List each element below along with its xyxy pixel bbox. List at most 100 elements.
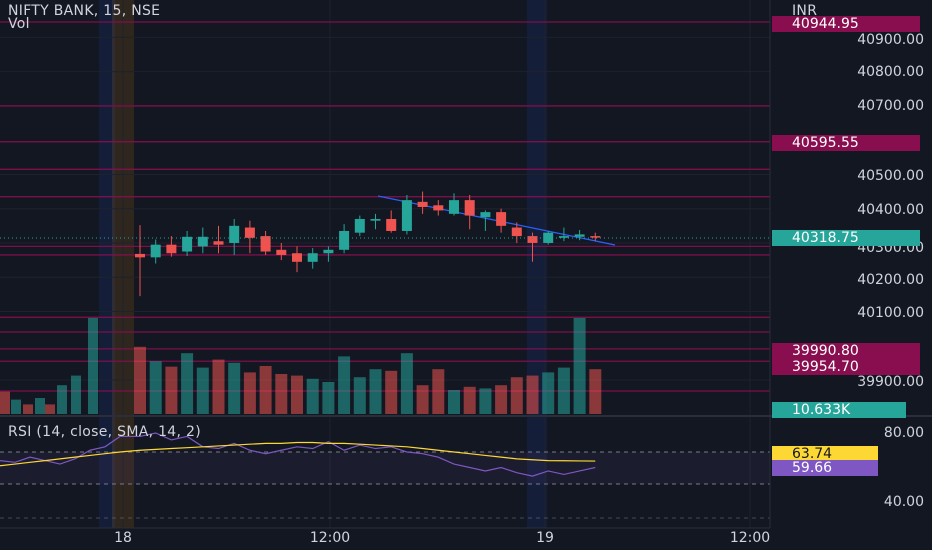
candle-body — [401, 200, 412, 231]
rsi-sma-tag: 63.74 — [772, 446, 878, 462]
candle-body — [354, 218, 365, 233]
rsi-band — [0, 452, 770, 484]
candle-body — [150, 244, 161, 258]
volume-bar — [448, 390, 460, 414]
candle-body — [480, 212, 491, 218]
candle-body — [574, 234, 585, 237]
volume-bar — [510, 377, 523, 414]
candle-body — [449, 200, 459, 214]
volume-bar — [259, 366, 272, 414]
volume-bar — [495, 385, 508, 414]
candle-body — [590, 236, 601, 238]
volume-bar — [291, 375, 303, 414]
volume-bar — [228, 362, 241, 414]
price-axis-label: 40100.00 — [857, 305, 924, 321]
volume-bar — [400, 353, 413, 414]
volume-bar — [11, 399, 21, 414]
volume-bar — [181, 353, 194, 414]
candle-body — [229, 225, 240, 243]
volume-bar — [275, 374, 288, 414]
price-axis-label: 40500.00 — [857, 168, 924, 184]
volume-bar — [243, 372, 256, 414]
candle-body — [433, 205, 444, 211]
volume-bar — [212, 359, 225, 414]
volume-bar — [432, 369, 445, 414]
candle-body — [386, 218, 397, 231]
rsi-axis-label: 80.00 — [883, 425, 924, 441]
level-price-tag: 39990.80 — [772, 343, 920, 359]
price-axis-label: 40700.00 — [857, 98, 924, 114]
volume-bar — [71, 375, 81, 414]
volume-bar — [0, 391, 10, 414]
volume-bar — [369, 369, 382, 414]
volume-bar — [416, 385, 429, 414]
candle-body — [558, 236, 569, 238]
price-axis-label: 40200.00 — [857, 272, 924, 288]
candle-body — [511, 227, 522, 237]
candle-body — [307, 253, 318, 262]
volume-tag: 10.633K — [772, 402, 906, 418]
rsi-axis-label: 40.00 — [883, 494, 924, 510]
volume-bar — [306, 378, 319, 414]
time-axis-label: 12:00 — [729, 530, 771, 546]
candle-body — [417, 201, 428, 207]
volume-bar — [526, 375, 539, 414]
time-axis-label: 12:00 — [309, 530, 351, 546]
volume-bar — [557, 367, 570, 414]
volume-bar — [353, 377, 366, 414]
time-axis-label: 19 — [536, 530, 554, 546]
volume-bar — [542, 372, 555, 414]
symbol-legend[interactable]: NIFTY BANK, 15, NSE — [8, 3, 161, 19]
volume-bar — [322, 382, 335, 414]
candle-body — [464, 200, 475, 216]
grid-lines — [0, 0, 770, 528]
volume-bar — [196, 367, 209, 414]
currency-label: INR — [792, 3, 818, 19]
price-axis-label: 40800.00 — [857, 64, 924, 80]
volume-bar — [57, 385, 67, 414]
volume-bar — [338, 356, 351, 414]
volume-bar — [45, 404, 55, 414]
candle-body — [527, 236, 538, 243]
volume-bars — [0, 318, 602, 414]
volume-bar — [165, 366, 178, 414]
rsi-line — [0, 432, 596, 477]
price-axis-label: 40400.00 — [857, 202, 924, 218]
price-axis-label: 39900.00 — [857, 374, 924, 390]
candle-body — [276, 249, 287, 255]
candle-body — [182, 236, 193, 252]
candle-body — [496, 212, 507, 226]
candle-body — [260, 236, 271, 252]
volume-bar — [589, 369, 602, 414]
candle-body — [292, 253, 302, 262]
volume-bar — [35, 398, 45, 414]
volume-bar — [479, 388, 492, 414]
volume-bar — [573, 318, 586, 414]
price-axis-label: 40900.00 — [857, 32, 924, 48]
candle-body — [339, 230, 350, 250]
level-price-tag: 40944.95 — [772, 16, 920, 32]
rsi-legend[interactable]: RSI (14, close, SMA, 14, 2) — [8, 424, 201, 440]
candle-body — [166, 244, 177, 254]
candle-body — [323, 249, 334, 254]
session-highlight-blue-1 — [99, 0, 115, 528]
volume-legend[interactable]: Vol — [8, 16, 30, 32]
candle-body — [370, 218, 381, 221]
volume-bar — [149, 361, 162, 414]
candle-body — [135, 253, 145, 258]
session-highlight-blue-2 — [527, 0, 547, 528]
last-price-tag: 40318.75 — [772, 230, 920, 246]
level-price-tag: 40595.55 — [772, 135, 920, 151]
volume-bar — [88, 318, 98, 414]
volume-bar — [463, 386, 476, 414]
time-axis-label: 18 — [114, 530, 132, 546]
volume-bar — [134, 346, 146, 414]
volume-bar — [385, 370, 398, 414]
candle-body — [244, 227, 255, 238]
level-price-tag: 39954.70 — [772, 359, 920, 375]
rsi-sma-line — [0, 441, 596, 467]
candle-body — [197, 236, 208, 247]
rsi-value-tag: 59.66 — [772, 460, 878, 476]
volume-bar — [23, 404, 33, 414]
